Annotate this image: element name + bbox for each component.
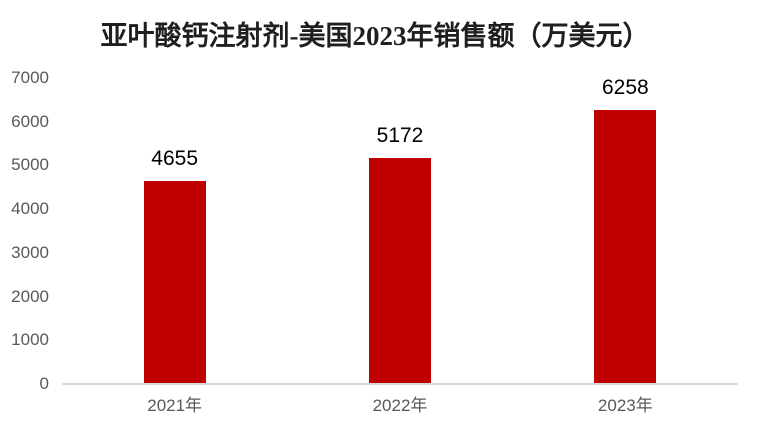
y-tick-label: 3000 (11, 242, 49, 262)
data-label: 5172 (376, 123, 424, 147)
y-tick-label: 0 (39, 374, 49, 393)
x-tick-label: 2022年 (372, 396, 428, 415)
y-tick-label: 5000 (11, 155, 49, 175)
x-axis-baseline (62, 383, 738, 385)
data-label: 6258 (601, 76, 649, 100)
bar-2021年 (143, 180, 206, 384)
bar-2022年 (369, 157, 431, 384)
y-tick-label: 1000 (11, 330, 49, 350)
x-tick-label: 2021年 (147, 396, 203, 415)
x-tick-label: 2023年 (597, 396, 653, 415)
y-tick-label: 2000 (11, 286, 49, 306)
chart-title: 亚叶酸钙注射剂-美国2023年销售额（万美元） (100, 21, 650, 51)
y-tick-label: 7000 (11, 68, 49, 87)
bar-2023年 (594, 110, 657, 384)
data-label: 4655 (151, 146, 199, 170)
y-tick-label: 6000 (11, 111, 49, 131)
y-tick-label: 4000 (11, 199, 49, 219)
